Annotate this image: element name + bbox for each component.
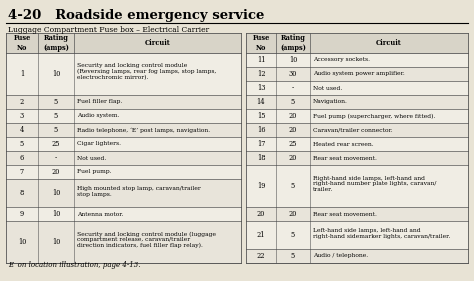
Bar xyxy=(246,67,468,81)
Bar xyxy=(6,165,241,179)
Bar xyxy=(6,221,241,263)
Text: Audio system power amplifier.: Audio system power amplifier. xyxy=(313,71,405,76)
Text: 2: 2 xyxy=(20,98,24,106)
Text: Fuse
No: Fuse No xyxy=(13,34,31,52)
Bar xyxy=(246,95,468,109)
Bar xyxy=(246,53,468,67)
Text: Circuit: Circuit xyxy=(145,39,170,47)
Text: 10: 10 xyxy=(52,70,60,78)
Text: Security and locking control module
(Reversing lamps, rear fog lamps, stop lamps: Security and locking control module (Rev… xyxy=(77,63,216,80)
Text: Luggage Compartment Fuse box – Electrical Carrier: Luggage Compartment Fuse box – Electrica… xyxy=(8,26,209,34)
Text: 1: 1 xyxy=(20,70,24,78)
Text: 20: 20 xyxy=(52,168,60,176)
Text: 16: 16 xyxy=(257,126,265,134)
Bar xyxy=(246,221,468,249)
Bar xyxy=(6,207,241,221)
Bar xyxy=(246,33,468,53)
Text: Audio system.: Audio system. xyxy=(77,114,119,119)
Text: 17: 17 xyxy=(257,140,265,148)
Bar xyxy=(6,123,241,137)
Text: 18: 18 xyxy=(257,154,265,162)
Bar xyxy=(6,137,241,151)
Text: 5: 5 xyxy=(291,252,295,260)
Text: 12: 12 xyxy=(257,70,265,78)
Text: Rating
(amps): Rating (amps) xyxy=(280,34,306,52)
Bar xyxy=(246,207,468,221)
Text: 5: 5 xyxy=(54,98,58,106)
Bar xyxy=(6,53,241,95)
Text: 10: 10 xyxy=(18,238,26,246)
Text: Caravan/trailer connector.: Caravan/trailer connector. xyxy=(313,128,392,133)
Text: 5: 5 xyxy=(291,231,295,239)
Text: 10: 10 xyxy=(52,189,60,197)
Text: 10: 10 xyxy=(52,210,60,218)
Text: Navigation.: Navigation. xyxy=(313,99,348,105)
Text: High mounted stop lamp, caravan/trailer
stop lamps.: High mounted stop lamp, caravan/trailer … xyxy=(77,186,201,197)
Text: Antenna motor.: Antenna motor. xyxy=(77,212,123,216)
Text: Rear seat movement.: Rear seat movement. xyxy=(313,155,377,160)
Text: 19: 19 xyxy=(257,182,265,190)
Bar xyxy=(246,123,468,137)
Bar xyxy=(246,151,468,165)
Bar xyxy=(246,109,468,123)
Text: Fuse
No: Fuse No xyxy=(252,34,270,52)
Text: Rating
(amps): Rating (amps) xyxy=(43,34,69,52)
Text: 7: 7 xyxy=(20,168,24,176)
Text: -: - xyxy=(292,84,294,92)
Text: 14: 14 xyxy=(257,98,265,106)
Text: Left-hand side lamps, left-hand and
right-hand sidemarker lights, caravan/traile: Left-hand side lamps, left-hand and righ… xyxy=(313,228,450,239)
Bar xyxy=(246,249,468,263)
Text: 22: 22 xyxy=(257,252,265,260)
Text: Circuit: Circuit xyxy=(376,39,402,47)
Text: Accessory sockets.: Accessory sockets. xyxy=(313,58,370,62)
Text: E  on location illustration, page 4-13.: E on location illustration, page 4-13. xyxy=(8,261,140,269)
Text: 13: 13 xyxy=(257,84,265,92)
Text: 5: 5 xyxy=(291,98,295,106)
Bar xyxy=(6,109,241,123)
Bar xyxy=(246,137,468,151)
Text: 6: 6 xyxy=(20,154,24,162)
Text: 20: 20 xyxy=(257,210,265,218)
Text: 20: 20 xyxy=(289,210,297,218)
Bar xyxy=(6,179,241,207)
Text: 15: 15 xyxy=(257,112,265,120)
Text: 25: 25 xyxy=(289,140,297,148)
Text: 10: 10 xyxy=(289,56,297,64)
Text: 20: 20 xyxy=(289,126,297,134)
Bar xyxy=(6,151,241,165)
Bar xyxy=(246,81,468,95)
Text: 11: 11 xyxy=(257,56,265,64)
Text: 3: 3 xyxy=(20,112,24,120)
Text: 5: 5 xyxy=(54,112,58,120)
Text: Rear seat movement.: Rear seat movement. xyxy=(313,212,377,216)
Text: 25: 25 xyxy=(52,140,60,148)
Text: 21: 21 xyxy=(257,231,265,239)
Bar xyxy=(246,165,468,207)
Text: 5: 5 xyxy=(291,182,295,190)
Text: 20: 20 xyxy=(289,154,297,162)
Text: Fuel pump.: Fuel pump. xyxy=(77,169,111,175)
Text: 4: 4 xyxy=(20,126,24,134)
Bar xyxy=(6,95,241,109)
Text: -: - xyxy=(55,154,57,162)
Text: 10: 10 xyxy=(52,238,60,246)
Text: Heated rear screen.: Heated rear screen. xyxy=(313,142,374,146)
Text: Radio telephone, ‘E’ post lamps, navigation.: Radio telephone, ‘E’ post lamps, navigat… xyxy=(77,127,210,133)
Text: 20: 20 xyxy=(289,112,297,120)
Text: Security and locking control module (luggage
compartment release, caravan/traile: Security and locking control module (lug… xyxy=(77,231,216,248)
Text: 5: 5 xyxy=(20,140,24,148)
Text: 9: 9 xyxy=(20,210,24,218)
Text: Not used.: Not used. xyxy=(313,85,342,90)
Text: Fuel pump (supercharger, where fitted).: Fuel pump (supercharger, where fitted). xyxy=(313,113,436,119)
Text: Fuel filler flap.: Fuel filler flap. xyxy=(77,99,122,105)
Text: 5: 5 xyxy=(54,126,58,134)
Text: Not used.: Not used. xyxy=(77,155,106,160)
Text: 8: 8 xyxy=(20,189,24,197)
Text: Audio / telephone.: Audio / telephone. xyxy=(313,253,368,259)
Text: Right-hand side lamps, left-hand and
right-hand number plate lights, caravan/
tr: Right-hand side lamps, left-hand and rig… xyxy=(313,176,437,192)
Text: 4-20   Roadside emergency service: 4-20 Roadside emergency service xyxy=(8,9,264,22)
Bar xyxy=(6,33,241,53)
Text: 30: 30 xyxy=(289,70,297,78)
Text: Cigar lighters.: Cigar lighters. xyxy=(77,142,121,146)
